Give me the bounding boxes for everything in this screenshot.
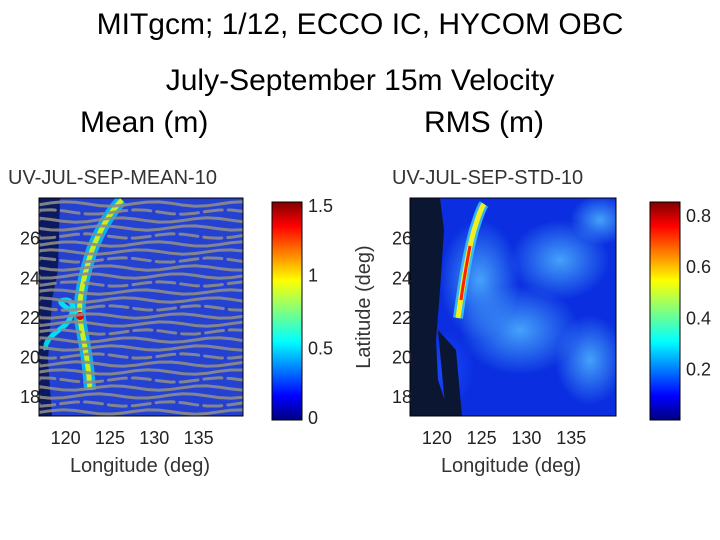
axis-ticks: 120 125 130 135 26 24 22 20 18 1.5 1 0.5 0 120 125 130 1… — [20, 196, 711, 448]
y-tick-label: 26 — [392, 229, 412, 249]
right-panel-title: UV-JUL-SEP-STD-10 — [392, 167, 583, 189]
colorbar-tick-label: 1 — [308, 266, 318, 286]
y-tick-label: 18 — [392, 387, 412, 407]
subtitle-rms: RMS (m) — [424, 106, 544, 139]
velocity-streak — [39, 408, 243, 416]
slide-title-line-2: July-September 15m Velocity — [165, 64, 555, 97]
y-tick-label: 22 — [20, 308, 40, 328]
velocity-streak — [39, 248, 243, 256]
x-tick-label: 120 — [422, 428, 452, 448]
slide-title-line-1: MITgcm; 1/12, ECCO IC, HYCOM OBC — [96, 8, 624, 41]
right-heatmap-field — [410, 198, 616, 416]
colorbar-tick-label: 1.5 — [308, 196, 333, 216]
x-tick-label: 130 — [139, 428, 169, 448]
colorbar-tick-label: 0.5 — [308, 338, 333, 358]
velocity-streak — [39, 208, 243, 216]
velocity-streak — [39, 360, 243, 368]
velocity-streak — [39, 400, 243, 408]
velocity-streak — [39, 328, 243, 336]
right-xlabel: Longitude (deg) — [441, 455, 581, 477]
y-tick-label: 26 — [20, 229, 40, 249]
velocity-streak — [39, 344, 243, 352]
left-panel-title: UV-JUL-SEP-MEAN-10 — [8, 167, 217, 189]
velocity-streak — [39, 368, 243, 376]
velocity-streak — [39, 312, 243, 320]
velocity-streak — [39, 232, 243, 240]
y-tick-label: 24 — [20, 268, 40, 288]
x-tick-label: 135 — [184, 428, 214, 448]
y-tick-label: 24 — [392, 268, 412, 288]
velocity-streak — [39, 256, 243, 264]
velocity-streak — [39, 320, 243, 328]
velocity-streak — [39, 240, 243, 248]
colorbar-tick-label: 0 — [308, 408, 318, 428]
velocity-streak — [39, 224, 243, 232]
velocity-streak — [39, 392, 243, 400]
velocity-streak — [39, 336, 243, 344]
velocity-streak — [39, 288, 243, 296]
velocity-streak — [39, 272, 243, 280]
x-tick-label: 135 — [556, 428, 586, 448]
left-plot-frame — [38, 197, 244, 417]
figure-panels: UV-JUL-SEP-MEAN-10 Longitude (deg) UV-JU… — [8, 167, 711, 477]
x-tick-label: 120 — [51, 428, 81, 448]
velocity-streak — [39, 200, 243, 208]
right-ylabel: Latitude (deg) — [353, 245, 375, 368]
velocity-streak — [39, 304, 243, 312]
velocity-streak — [39, 296, 243, 304]
velocity-streak — [39, 264, 243, 272]
right-colorbar — [649, 201, 681, 421]
velocity-streak — [39, 280, 243, 288]
colorbar-tick-label: 0.2 — [686, 360, 711, 380]
colorbar-tick-label: 0.6 — [686, 257, 711, 277]
velocity-streak — [39, 384, 243, 392]
left-heatmap-field — [39, 198, 243, 416]
velocity-streak — [39, 352, 243, 360]
colorbar-tick-label: 0.8 — [686, 206, 711, 226]
left-xlabel: Longitude (deg) — [70, 455, 210, 477]
velocity-vector-streaks — [39, 200, 243, 416]
right-plot-frame — [409, 197, 617, 417]
velocity-streak — [39, 216, 243, 224]
y-tick-label: 18 — [20, 387, 40, 407]
velocity-streak — [39, 376, 243, 384]
subtitle-mean: Mean (m) — [80, 106, 209, 139]
left-colorbar — [271, 201, 303, 421]
x-tick-label: 130 — [511, 428, 541, 448]
y-tick-label: 20 — [392, 348, 412, 368]
colorbar-tick-label: 0.4 — [686, 308, 711, 328]
y-tick-label: 20 — [20, 348, 40, 368]
x-tick-label: 125 — [95, 428, 125, 448]
x-tick-label: 125 — [467, 428, 497, 448]
y-tick-label: 22 — [392, 308, 412, 328]
